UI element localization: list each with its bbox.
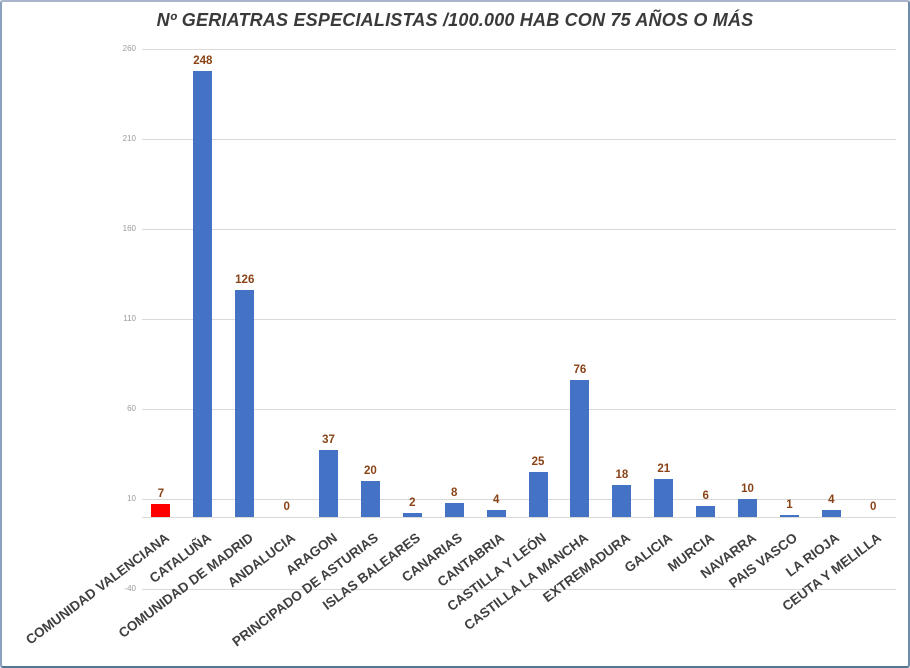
bar-value-label: 0 — [870, 501, 877, 513]
bar — [319, 450, 339, 517]
gridline — [142, 499, 896, 500]
bar-value-label: 4 — [492, 493, 500, 506]
bar — [738, 499, 758, 517]
y-axis-tick-label: -40 — [124, 584, 136, 593]
chart-title: Nº GERIATRAS ESPECIALISTAS /100.000 HAB … — [156, 10, 754, 30]
bar — [151, 504, 171, 517]
y-axis-tick-label: 260 — [122, 44, 136, 53]
bar-value-label: 4 — [828, 493, 835, 506]
gridline — [142, 409, 896, 410]
bar-value-label: 0 — [283, 501, 290, 513]
bar-value-label: 248 — [193, 54, 213, 67]
bar — [235, 290, 255, 517]
bar-value-label: 25 — [531, 456, 545, 468]
gridline — [142, 49, 896, 50]
bar — [654, 479, 674, 517]
bar-value-label: 6 — [702, 490, 709, 503]
bar-value-label: 10 — [741, 483, 754, 495]
bar-value-label: 7 — [157, 488, 165, 501]
bar — [570, 380, 590, 517]
bar-value-label: 76 — [573, 364, 587, 377]
bar-value-label: 8 — [451, 486, 458, 499]
y-axis-tick-label: 110 — [123, 314, 136, 323]
bar-value-label: 1 — [786, 499, 793, 512]
y-axis-tick-label: 60 — [127, 404, 136, 413]
bar-value-label: 37 — [322, 434, 335, 447]
gridline — [142, 589, 896, 590]
y-axis-tick-label: 160 — [122, 224, 136, 233]
bar — [612, 484, 632, 517]
bar — [444, 502, 464, 517]
y-axis-tick-label: 10 — [127, 494, 136, 503]
bar — [528, 472, 548, 517]
gridline — [142, 139, 896, 140]
gridline — [142, 229, 896, 230]
bar — [360, 481, 380, 517]
y-axis-tick-label: 210 — [122, 134, 136, 143]
bar-value-label: 2 — [409, 497, 416, 510]
bar — [696, 506, 716, 517]
bar-value-label: 18 — [615, 468, 629, 481]
bar — [779, 515, 799, 517]
bar — [402, 513, 422, 517]
bar — [821, 509, 841, 517]
bar-value-label: 21 — [657, 463, 671, 476]
gridline — [142, 319, 896, 320]
bar-value-label: 126 — [235, 274, 255, 287]
bar — [193, 70, 213, 517]
bar-value-label: 20 — [364, 465, 377, 477]
x-axis-line — [142, 517, 896, 518]
bar — [486, 509, 506, 517]
